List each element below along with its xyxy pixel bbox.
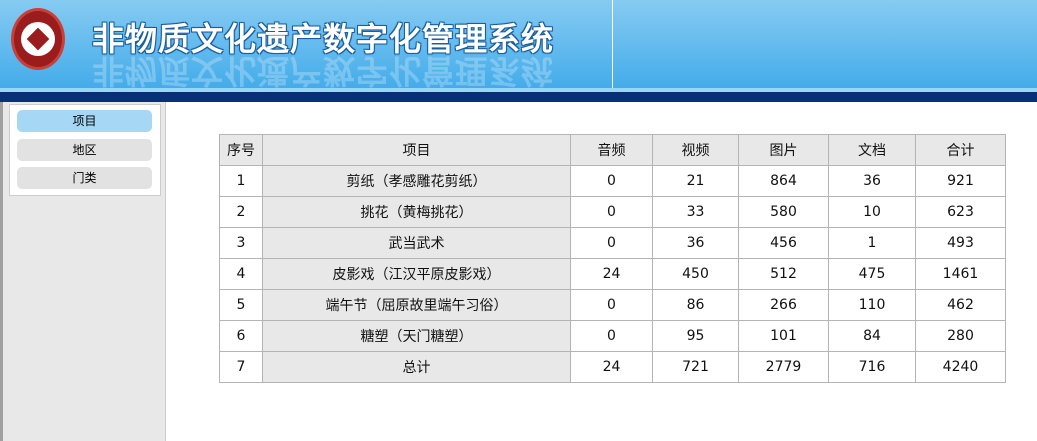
column-header: 文档	[828, 134, 916, 166]
sidebar-item-region[interactable]: 地区	[17, 139, 152, 161]
logo	[11, 8, 65, 70]
table-cell: 2779	[738, 351, 829, 383]
table-cell: 266	[738, 289, 829, 321]
table-cell: 462	[915, 289, 1006, 321]
header-strip	[0, 88, 1037, 92]
table-header-row: 序号 项目 音频 视频 图片 文档 合计	[219, 134, 1006, 166]
table-row: 2 挑花（黄梅挑花） 0 33 580 10 623	[219, 196, 1006, 228]
header-banner: 非物质文化遗产数字化管理系统 非物质文化遗产数字化管理系统	[0, 0, 1037, 102]
table-row: 5 端午节（屈原故里端午习俗） 0 86 266 110 462	[219, 289, 1006, 321]
table-cell: 716	[828, 351, 916, 383]
sidebar-item-project[interactable]: 项目	[17, 110, 152, 132]
table-cell: 端午节（屈原故里端午习俗）	[262, 289, 571, 321]
table-cell: 24	[570, 258, 653, 290]
table-cell: 0	[570, 196, 653, 228]
table-cell: 36	[828, 165, 916, 197]
table-cell: 456	[738, 227, 829, 259]
table-cell: 剪纸（孝感雕花剪纸）	[262, 165, 571, 197]
table-cell: 1	[828, 227, 916, 259]
table-cell: 110	[828, 289, 916, 321]
column-header: 图片	[738, 134, 829, 166]
column-header: 序号	[219, 134, 263, 166]
table-cell: 2	[219, 196, 263, 228]
table-cell: 7	[219, 351, 263, 383]
table-cell: 0	[570, 165, 653, 197]
table-cell: 0	[570, 320, 653, 352]
table-row: 4 皮影戏（江汉平原皮影戏） 24 450 512 475 1461	[219, 258, 1006, 290]
header-band	[0, 92, 1037, 102]
column-header: 视频	[652, 134, 739, 166]
table-row: 6 糖塑（天门糖塑） 0 95 101 84 280	[219, 320, 1006, 352]
table-cell: 450	[652, 258, 739, 290]
table-cell: 挑花（黄梅挑花）	[262, 196, 571, 228]
column-header: 项目	[262, 134, 571, 166]
table-cell: 3	[219, 227, 263, 259]
table-cell: 86	[652, 289, 739, 321]
table-cell: 280	[915, 320, 1006, 352]
table-cell: 4240	[915, 351, 1006, 383]
table-cell: 95	[652, 320, 739, 352]
table-cell: 5	[219, 289, 263, 321]
table-cell: 1	[219, 165, 263, 197]
table-cell: 10	[828, 196, 916, 228]
header-divider	[612, 0, 613, 102]
table-cell: 武当武术	[262, 227, 571, 259]
table-cell: 580	[738, 196, 829, 228]
table-cell: 糖塑（天门糖塑）	[262, 320, 571, 352]
table-cell: 623	[915, 196, 1006, 228]
table-cell: 总计	[262, 351, 571, 383]
table-cell: 皮影戏（江汉平原皮影戏）	[262, 258, 571, 290]
table-cell: 512	[738, 258, 829, 290]
table-cell: 1461	[915, 258, 1006, 290]
sidebar-item-category[interactable]: 门类	[17, 167, 152, 189]
table-row: 3 武当武术 0 36 456 1 493	[219, 227, 1006, 259]
sidebar: 项目 地区 门类	[0, 102, 166, 441]
system-title: 非物质文化遗产数字化管理系统	[92, 20, 555, 58]
table-cell: 0	[570, 227, 653, 259]
column-header: 音频	[570, 134, 653, 166]
statistics-table: 序号 项目 音频 视频 图片 文档 合计 1 剪纸（孝感雕花剪纸） 0 21 864 36 921 2 挑花…	[219, 134, 1006, 383]
column-header: 合计	[915, 134, 1006, 166]
table-cell: 493	[915, 227, 1006, 259]
table-cell: 864	[738, 165, 829, 197]
table-cell: 24	[570, 351, 653, 383]
table-cell: 721	[652, 351, 739, 383]
sidebar-nav: 项目 地区 门类	[9, 104, 161, 196]
table-cell: 4	[219, 258, 263, 290]
table-cell: 21	[652, 165, 739, 197]
table-cell: 101	[738, 320, 829, 352]
table-cell: 84	[828, 320, 916, 352]
table-cell: 36	[652, 227, 739, 259]
table-cell: 475	[828, 258, 916, 290]
table-cell: 33	[652, 196, 739, 228]
table-cell: 921	[915, 165, 1006, 197]
table-cell: 0	[570, 289, 653, 321]
table-row: 7 总计 24 721 2779 716 4240	[219, 351, 1006, 383]
table-cell: 6	[219, 320, 263, 352]
table-row: 1 剪纸（孝感雕花剪纸） 0 21 864 36 921	[219, 165, 1006, 197]
